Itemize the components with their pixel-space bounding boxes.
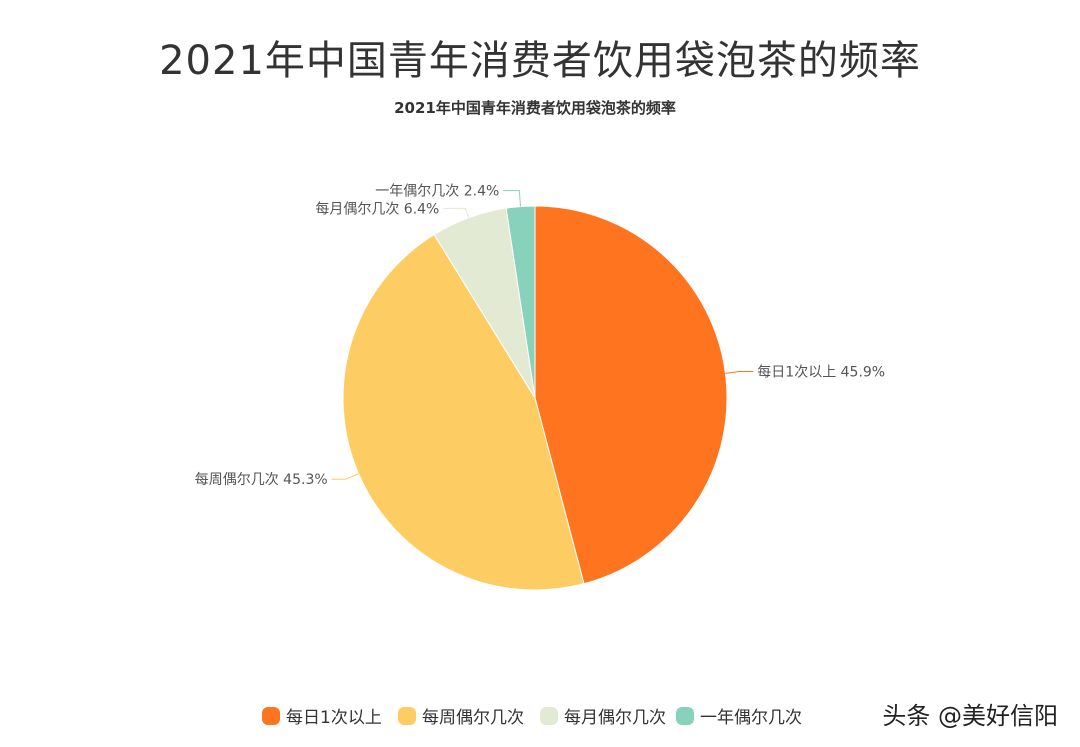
pie-data-label: 每日1次以上 45.9% [757,365,885,381]
legend-label[interactable]: 每月偶尔几次 [564,708,666,728]
pie-leader-line [331,473,359,480]
pie-slices [342,205,728,591]
pie-data-label: 每周偶尔几次 45.3% [195,472,328,488]
legend-swatch[interactable] [398,707,416,725]
page-title: 2021年中国青年消费者饮用袋泡茶的频率 [159,38,921,84]
legend-swatch[interactable] [540,707,558,725]
pie-slice[interactable] [534,205,728,585]
legend-label[interactable]: 一年偶尔几次 [700,708,802,728]
pie-labels: 每日1次以上 45.9% 每周偶尔几次 45.3% 每月偶尔几次 6.4%一年偶尔几… [195,184,885,489]
pie-data-label: 一年偶尔几次 2.4% [375,184,499,200]
watermark: 头条 @美好信阳 [882,702,1058,730]
chart-title: 2021年中国青年消费者饮用袋泡茶的频率 [394,99,676,117]
legend-swatch[interactable] [676,707,694,725]
pie-leader-line [503,190,522,207]
pie-leader-line [725,371,754,374]
legend: 每日1次以上 每周偶尔几次 每月偶尔几次 一年偶尔几次 [262,707,802,728]
legend-label[interactable]: 每日1次以上 [286,708,382,728]
pie-leader-line [443,207,470,218]
legend-swatch[interactable] [262,707,280,725]
legend-label[interactable]: 每周偶尔几次 [422,708,524,728]
pie-slice[interactable] [505,205,536,399]
pie-data-label: 每月偶尔几次 6.4% [315,201,439,217]
